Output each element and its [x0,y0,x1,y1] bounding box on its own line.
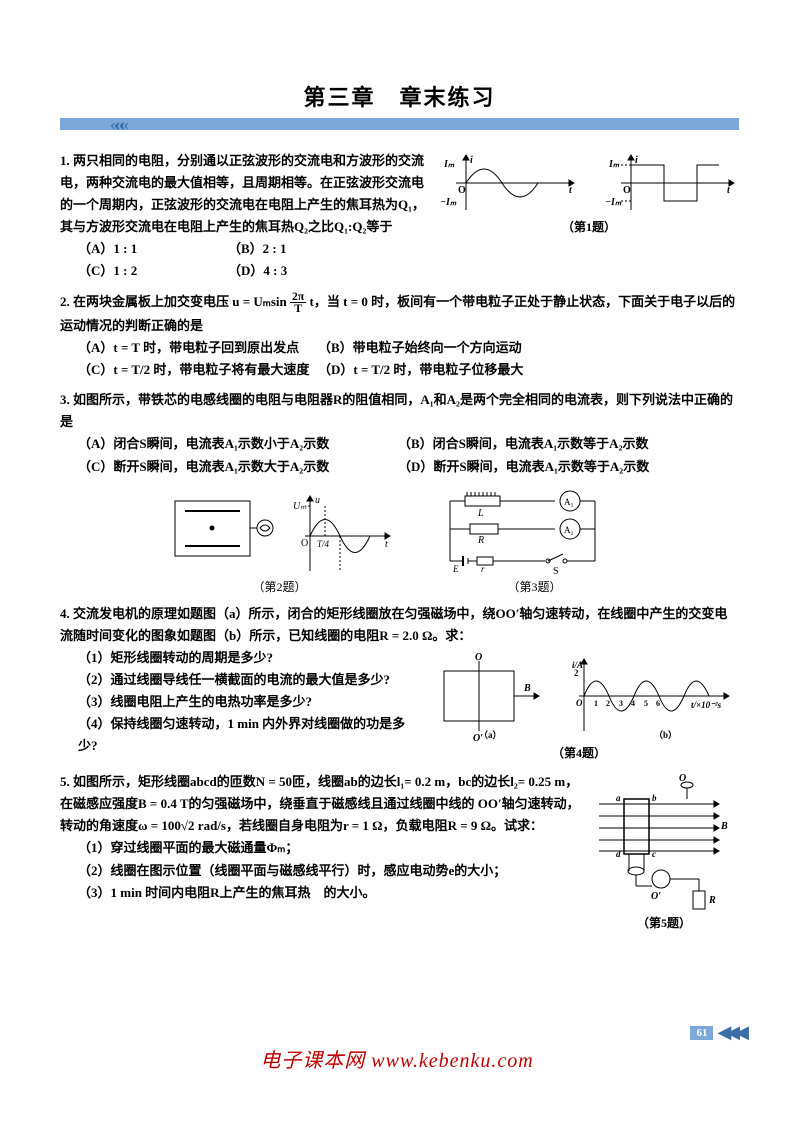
problem-4: 4. 交流发电机的原理如题图（a）所示，闭合的矩形线圈放在匀强磁场中，绕OO′轴… [60,603,739,764]
svg-text:O: O [458,185,466,196]
svg-text:t: t [727,185,731,196]
p3-num: 3. [60,392,70,407]
page-number: 61 [690,1026,713,1040]
svg-text:R: R [477,535,484,546]
p5-text: 如图所示，矩形线圈abcd的匝数N = 50匝，线圈ab的边长l₁= 0.2 m… [60,774,580,833]
svg-text:b: b [652,793,657,803]
problem-5-figure: O a b d c B [589,771,739,933]
fig4-label: （第4题） [419,743,739,763]
svg-text:A₂: A₂ [564,525,574,535]
svg-text:−Iₘ: −Iₘ [440,197,457,208]
svg-text:3: 3 [619,699,623,708]
svg-text:S: S [553,566,559,576]
svg-text:t: t [569,185,573,196]
p5-num: 5. [60,774,70,789]
problem-3-figure: L A₁ R A₂ E r [435,486,635,595]
fig2-label: （第2题） [165,578,395,595]
p2-optA: （A）t = T 时，带电粒子回到原出发点 [78,337,318,359]
svg-text:2: 2 [606,699,610,708]
svg-text:B: B [523,683,531,694]
svg-text:B: B [720,821,728,832]
problem-1-figure: Iₘ −Iₘ O t i Iₘ −Iₘ O t i [439,150,739,237]
fig5-label: （第5题） [589,913,739,933]
p2-frac-d: T [290,303,306,315]
svg-text:i: i [470,155,473,166]
p1-optD: （D）4 : 3 [228,260,378,282]
problem-3: 3. 如图所示，带铁芯的电感线圈的电阻与电阻器R的阻值相同，A₁和A₂是两个完全… [60,389,739,477]
problem-5: O a b d c B [60,771,739,933]
fig3-label: （第3题） [435,578,635,595]
p3-optA: （A）闭合S瞬间，电流表A₁示数小于A₂示数 [78,433,398,455]
p2-text-a: 在两块金属板上加交变电压 u = Uₘsin [73,294,287,309]
svg-text:6: 6 [656,699,660,708]
svg-text:2: 2 [574,668,579,678]
problem-2-figure: Uₘ T/4 t u O （第2题） [165,486,395,595]
svg-text:1: 1 [594,699,598,708]
p2-num: 2. [60,294,70,309]
svg-text:（a）: （a） [479,730,502,740]
chapter-title: 第三章 章末练习 [60,80,739,112]
p1-optC: （C）1 : 2 [78,260,228,282]
svg-text:O′: O′ [651,891,661,902]
svg-text:O: O [475,652,482,663]
problem-2: 2. 在两块金属板上加交变电压 u = Uₘsin 2πT t，当 t = 0 … [60,291,739,382]
p2-optC: （C）t = T/2 时，带电粒子将有最大速度 [78,359,318,381]
p1-optA: （A）1 : 1 [78,238,228,260]
p3-optB: （B）闭合S瞬间，电流表A₁示数等于A₂示数 [398,433,648,455]
svg-text:（b）: （b） [654,730,677,740]
p4-text: 交流发电机的原理如题图（a）所示，闭合的矩形线圈放在匀强磁场中，绕OO′轴匀速转… [60,606,727,643]
svg-text:u: u [315,495,320,506]
svg-text:r: r [481,564,485,574]
svg-text:4: 4 [631,699,635,708]
p3-text: 如图所示，带铁芯的电感线圈的电阻与电阻器R的阻值相同，A₁和A₂是两个完全相同的… [60,392,733,429]
arrows-icon: ◀◀◀ [717,1022,744,1043]
page-number-box: 61 ◀◀◀ [690,1022,744,1043]
svg-text:O: O [623,185,631,196]
svg-text:Uₘ: Uₘ [293,501,307,512]
figure-row-2-3: Uₘ T/4 t u O （第2题） L A₁ R [60,486,739,595]
svg-text:Iₘ: Iₘ [443,159,455,170]
problem-4-figure: O O′ B （a） i/A 2 O 1 2 3 4 5 [419,651,739,763]
fig1-label: （第1题） [439,217,739,237]
svg-text:−Iₘ: −Iₘ [605,197,622,208]
svg-text:L: L [477,508,484,519]
svg-text:R: R [708,895,716,906]
p2-optD: （D）t = T/2 时，带电粒子位移最大 [318,359,523,381]
p2-optB: （B）带电粒子始终向一个方向运动 [318,337,522,359]
p3-optC: （C）断开S瞬间，电流表A₁示数大于A₂示数 [78,456,398,478]
p3-optD: （D）断开S瞬间，电流表A₁示数等于A₂示数 [398,456,649,478]
sine-square-waves: Iₘ −Iₘ O t i Iₘ −Iₘ O t i [439,150,739,215]
svg-text:t: t [385,539,388,550]
svg-text:O: O [301,538,308,549]
svg-text:t/×10⁻²s: t/×10⁻²s [691,700,722,710]
footer: 电子课本网 www.kebenku.com [0,1044,794,1073]
p1-num: 1. [60,153,70,168]
svg-text:T/4: T/4 [317,539,330,549]
p1-optB: （B）2 : 1 [228,238,378,260]
svg-text:O: O [576,698,583,708]
svg-text:A₁: A₁ [564,497,574,507]
svg-text:a: a [616,793,621,803]
svg-text:5: 5 [644,699,648,708]
svg-text:i: i [635,155,638,166]
p1-text: 两只相同的电阻，分别通以正弦波形的交流电和方波形的交流电，两种交流电的最大值相等… [60,153,425,234]
watermark-text: 电子课本网 www.kebenku.com [260,1050,533,1072]
svg-text:Iₘ: Iₘ [608,159,620,170]
svg-text:E: E [452,564,459,574]
p4-num: 4. [60,606,70,621]
title-bar [60,118,739,130]
problem-1: Iₘ −Iₘ O t i Iₘ −Iₘ O t i [60,150,739,283]
